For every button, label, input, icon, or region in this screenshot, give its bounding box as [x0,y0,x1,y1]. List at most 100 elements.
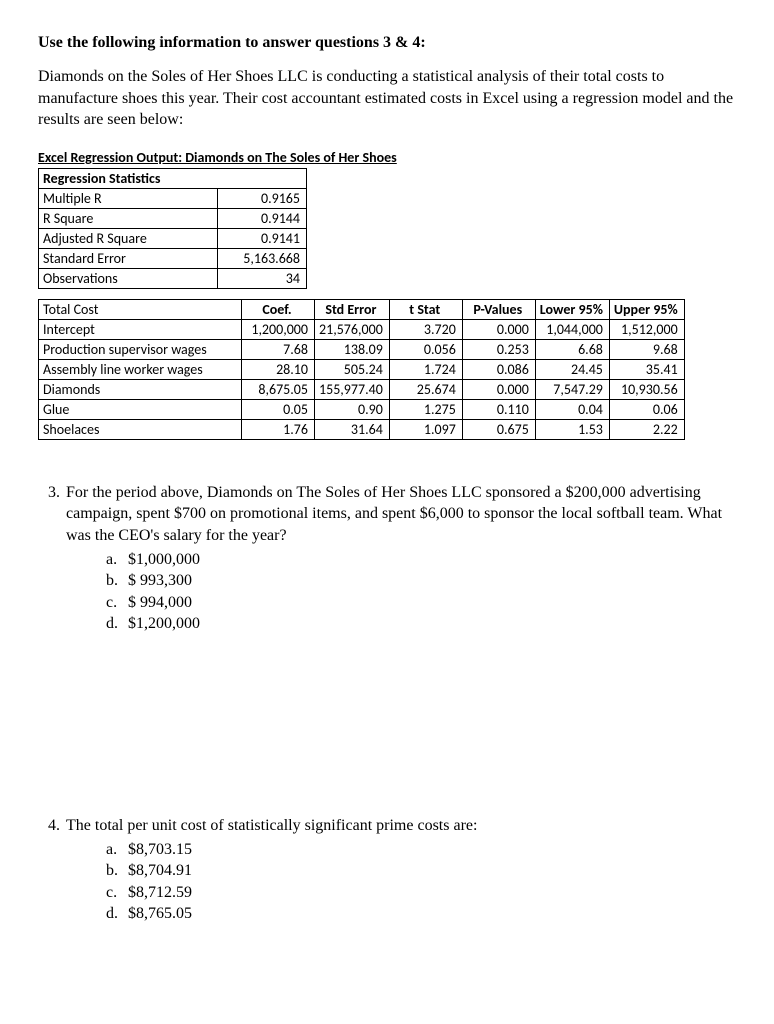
table-row: Production supervisor wages 7.68 138.09 … [39,339,685,359]
regression-statistics-table: Regression Statistics Multiple R 0.9165 … [38,168,307,289]
col-header: Total Cost [39,299,242,319]
row-label: Intercept [39,319,242,339]
option-letter: b. [106,570,128,592]
cell: 10,930.56 [609,379,684,399]
row-label: Assembly line worker wages [39,359,242,379]
question-text: The total per unit cost of statistically… [66,815,736,837]
cell: 1.76 [242,419,315,439]
cell: 6.68 [535,339,609,359]
table-row: Intercept 1,200,000 21,576,000 3.720 0.0… [39,319,685,339]
cell: 1.275 [389,399,462,419]
section-heading: Use the following information to answer … [38,34,736,52]
regression-output-title: Excel Regression Output: Diamonds on The… [38,149,736,166]
cell: 0.056 [389,339,462,359]
question-4: 4. The total per unit cost of statistica… [38,815,736,925]
page-root: Use the following information to answer … [0,0,774,965]
option-letter: a. [106,549,128,571]
col-header: t Stat [389,299,462,319]
cell: 8,675.05 [242,379,315,399]
option-letter: a. [106,839,128,861]
option-text: $8,765.05 [128,903,736,925]
cell: 0.000 [462,379,535,399]
option: c. $8,712.59 [106,882,736,904]
option-letter: c. [106,592,128,614]
col-header: Lower 95% [535,299,609,319]
option-letter: b. [106,860,128,882]
cell: 31.64 [315,419,390,439]
col-header: Upper 95% [609,299,684,319]
question-number: 4. [38,815,66,837]
option-letter: d. [106,613,128,635]
cell: 0.90 [315,399,390,419]
table-row: Total Cost Coef. Std Error t Stat P-Valu… [39,299,685,319]
cell: 0.086 [462,359,535,379]
cell: 1.724 [389,359,462,379]
table-row: Regression Statistics [39,168,307,188]
option: a. $1,000,000 [106,549,736,571]
stat-value: 34 [218,268,307,288]
regression-statistics-table-wrap: Regression Statistics Multiple R 0.9165 … [38,168,736,289]
cell: 3.720 [389,319,462,339]
cell: 24.45 [535,359,609,379]
table-row: R Square 0.9144 [39,208,307,228]
coefficient-table-wrap: Total Cost Coef. Std Error t Stat P-Valu… [38,299,736,440]
cell: 505.24 [315,359,390,379]
table-row: Diamonds 8,675.05 155,977.40 25.674 0.00… [39,379,685,399]
option-text: $1,000,000 [128,549,736,571]
row-label: Glue [39,399,242,419]
table-row: Standard Error 5,163.668 [39,248,307,268]
cell: 1.53 [535,419,609,439]
cell: 1,044,000 [535,319,609,339]
option-text: $ 994,000 [128,592,736,614]
option-text: $8,703.15 [128,839,736,861]
option-letter: d. [106,903,128,925]
intro-paragraph: Diamonds on the Soles of Her Shoes LLC i… [38,66,736,131]
stat-value: 0.9141 [218,228,307,248]
option-text: $1,200,000 [128,613,736,635]
question-text: For the period above, Diamonds on The So… [66,482,736,547]
stat-label: Observations [39,268,218,288]
option: c. $ 994,000 [106,592,736,614]
stat-label: R Square [39,208,218,228]
row-label: Production supervisor wages [39,339,242,359]
option: b. $8,704.91 [106,860,736,882]
table-row: Assembly line worker wages 28.10 505.24 … [39,359,685,379]
cell: 28.10 [242,359,315,379]
table-row: Multiple R 0.9165 [39,188,307,208]
stat-value: 0.9165 [218,188,307,208]
question-row: 4. The total per unit cost of statistica… [38,815,736,837]
coefficient-table: Total Cost Coef. Std Error t Stat P-Valu… [38,299,685,440]
cell: 1.097 [389,419,462,439]
cell: 7.68 [242,339,315,359]
option: a. $8,703.15 [106,839,736,861]
row-label: Shoelaces [39,419,242,439]
cell: 0.04 [535,399,609,419]
stats-header: Regression Statistics [39,168,307,188]
stat-value: 0.9144 [218,208,307,228]
cell: 0.000 [462,319,535,339]
col-header: Coef. [242,299,315,319]
cell: 138.09 [315,339,390,359]
cell: 0.675 [462,419,535,439]
col-header: P-Values [462,299,535,319]
col-header: Std Error [315,299,390,319]
option-list: a. $1,000,000 b. $ 993,300 c. $ 994,000 … [38,549,736,635]
cell: 155,977.40 [315,379,390,399]
option: d. $1,200,000 [106,613,736,635]
stat-value: 5,163.668 [218,248,307,268]
cell: 35.41 [609,359,684,379]
option-list: a. $8,703.15 b. $8,704.91 c. $8,712.59 d… [38,839,736,925]
cell: 25.674 [389,379,462,399]
option: b. $ 993,300 [106,570,736,592]
question-row: 3. For the period above, Diamonds on The… [38,482,736,547]
row-label: Diamonds [39,379,242,399]
option-text: $8,704.91 [128,860,736,882]
cell: 0.110 [462,399,535,419]
stat-label: Adjusted R Square [39,228,218,248]
cell: 1,512,000 [609,319,684,339]
option-text: $ 993,300 [128,570,736,592]
option-letter: c. [106,882,128,904]
question-3: 3. For the period above, Diamonds on The… [38,482,736,635]
question-number: 3. [38,482,66,504]
cell: 1,200,000 [242,319,315,339]
